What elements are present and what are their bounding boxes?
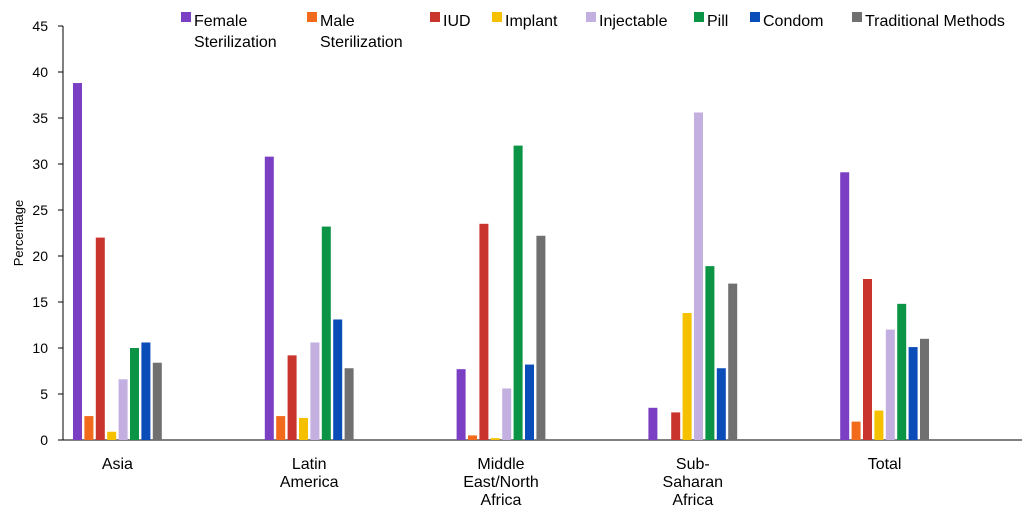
- bar: [536, 235, 546, 440]
- bar: [287, 355, 297, 440]
- bar: [84, 416, 94, 440]
- y-tick-label: 10: [32, 340, 48, 356]
- legend-label: Traditional Methods: [865, 13, 1005, 30]
- bar: [851, 421, 861, 440]
- legend-swatch: [181, 12, 191, 22]
- bar: [716, 368, 726, 440]
- bar: [682, 313, 692, 440]
- category-label: Sub-: [676, 456, 710, 473]
- y-tick-label: 45: [32, 18, 48, 34]
- bar: [525, 364, 534, 440]
- y-tick-label: 25: [32, 202, 48, 218]
- bar: [310, 342, 320, 440]
- y-tick-label: 20: [32, 248, 48, 264]
- bar: [479, 223, 489, 440]
- legend-swatch: [852, 12, 862, 22]
- bar: [264, 156, 274, 440]
- bar: [513, 145, 523, 440]
- bar: [152, 362, 162, 440]
- category-label: Africa: [481, 492, 522, 509]
- y-tick-label: 0: [40, 432, 48, 448]
- category-label: East/North: [463, 474, 539, 491]
- bar: [920, 338, 929, 440]
- bar: [671, 412, 681, 440]
- category-label: Africa: [672, 492, 713, 509]
- bar: [728, 283, 738, 440]
- legend-swatch: [694, 12, 704, 22]
- bar: [897, 303, 907, 440]
- bar: [344, 368, 354, 440]
- y-tick-label: 15: [32, 294, 48, 310]
- legend-label: Pill: [707, 13, 728, 30]
- category-label: America: [280, 474, 339, 491]
- y-tick-label: 35: [32, 110, 48, 126]
- bar: [490, 438, 500, 440]
- category-label: Saharan: [663, 474, 724, 491]
- legend-swatch: [430, 12, 440, 22]
- legend-swatch: [307, 12, 317, 22]
- legend-label: IUD: [443, 13, 471, 30]
- legend-swatch: [750, 12, 760, 22]
- bar: [107, 431, 117, 440]
- category-label: Asia: [102, 456, 133, 473]
- bar: [885, 329, 895, 440]
- bar: [95, 237, 105, 440]
- bar: [333, 319, 343, 440]
- bar: [874, 410, 884, 440]
- legend-label: Injectable: [599, 13, 668, 30]
- bar: [299, 417, 308, 440]
- category-label: Total: [868, 456, 902, 473]
- bar: [118, 379, 128, 440]
- legend-swatch: [586, 12, 596, 22]
- bar: [130, 348, 139, 440]
- bar: [863, 279, 872, 440]
- y-axis-label: Percentage: [11, 200, 26, 267]
- bar: [502, 388, 512, 440]
- bar: [73, 83, 82, 440]
- legend-label: Female: [194, 13, 247, 30]
- legend-label: Sterilization: [320, 34, 403, 51]
- legend-label: Sterilization: [194, 34, 277, 51]
- legend-label: Condom: [763, 13, 823, 30]
- bar: [840, 172, 850, 440]
- legend-label: Implant: [505, 13, 558, 30]
- bar: [705, 266, 715, 440]
- legend: Female Sterilization Male Sterilization IUD I…: [181, 12, 1005, 51]
- y-tick-label: 30: [32, 156, 48, 172]
- bar: [468, 435, 477, 440]
- bar: [694, 112, 703, 440]
- bar: [276, 416, 286, 440]
- legend-label: Male: [320, 13, 355, 30]
- bar: [648, 407, 658, 440]
- category-label: Latin: [292, 456, 327, 473]
- y-tick-label: 40: [32, 64, 48, 80]
- bar: [908, 347, 918, 440]
- legend-swatch: [492, 12, 502, 22]
- bar: [141, 342, 151, 440]
- bar: [321, 226, 331, 440]
- bars: [73, 83, 929, 440]
- category-label: Middle: [477, 456, 524, 473]
- bar: [456, 369, 466, 440]
- y-tick-label: 5: [40, 386, 48, 402]
